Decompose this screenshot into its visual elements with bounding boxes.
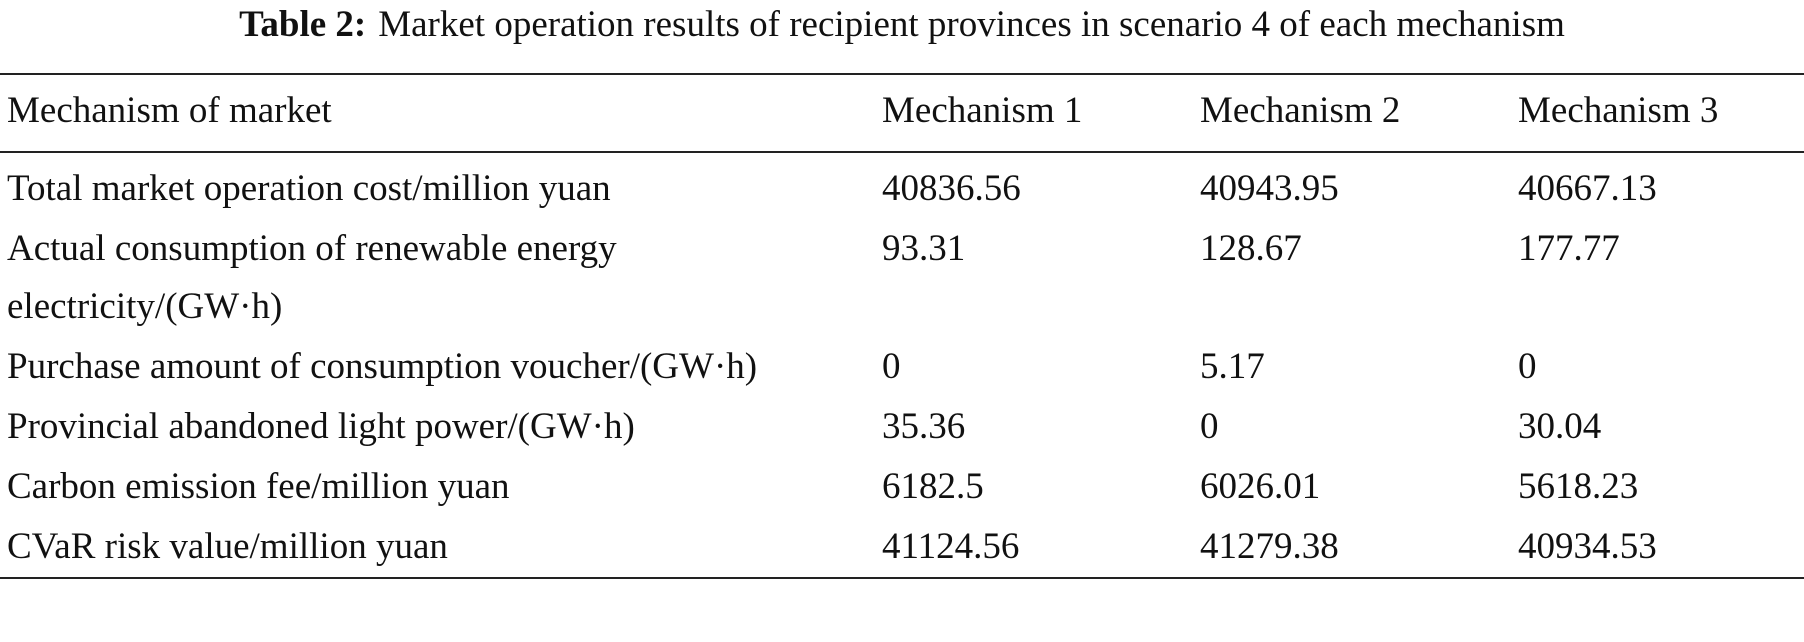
value-cell: 0 <box>882 346 901 387</box>
caption-label: Table 2: <box>239 4 367 45</box>
table-header: Mechanism of market Mechanism 1 Mechanism … <box>0 74 1804 152</box>
table-body: Total market operation cost/million yuan… <box>0 152 1804 578</box>
value-cell: 6182.5 <box>882 466 984 507</box>
table-row: Total market operation cost/million yuan… <box>0 152 1804 219</box>
value-cell: 5618.23 <box>1518 466 1639 507</box>
value-cell: 93.31 <box>882 228 966 269</box>
row-label: CVaR risk value/million yuan <box>7 526 448 567</box>
table-row: CVaR risk value/million yuan 41124.56 4127… <box>0 517 1804 578</box>
value-cell: 0 <box>1200 406 1219 447</box>
value-cell: 0 <box>1518 346 1537 387</box>
caption-text: Market operation results of recipient pr… <box>378 4 1565 45</box>
header-row: Mechanism of market Mechanism 1 Mechanism … <box>0 74 1804 152</box>
row-label: Purchase amount of consumption voucher/(… <box>7 346 758 387</box>
header-cell: Mechanism of market <box>7 90 332 131</box>
value-cell: 177.77 <box>1518 228 1620 269</box>
value-cell: 5.17 <box>1200 346 1265 387</box>
row-label: Actual consumption of renewable energy e… <box>7 228 617 327</box>
table-row: Purchase amount of consumption voucher/(… <box>0 337 1804 397</box>
value-cell: 128.67 <box>1200 228 1302 269</box>
value-cell: 6026.01 <box>1200 466 1321 507</box>
row-label: Total market operation cost/million yuan <box>7 168 611 209</box>
caption: Table 2: Market operation results of reci… <box>0 2 1804 48</box>
header-cell: Mechanism 3 <box>1518 90 1719 131</box>
table-row: Provincial abandoned light power/(GW·h) 3… <box>0 397 1804 457</box>
value-cell: 30.04 <box>1518 406 1602 447</box>
value-cell: 41279.38 <box>1200 526 1339 567</box>
value-cell: 40934.53 <box>1518 526 1657 567</box>
table-row: Carbon emission fee/million yuan 6182.5 60… <box>0 457 1804 517</box>
header-cell: Mechanism 1 <box>882 90 1083 131</box>
value-cell: 40667.13 <box>1518 168 1657 209</box>
header-cell: Mechanism 2 <box>1200 90 1401 131</box>
table-row: Actual consumption of renewable energy e… <box>0 219 1804 337</box>
value-cell: 40943.95 <box>1200 168 1339 209</box>
value-cell: 35.36 <box>882 406 966 447</box>
row-label: Provincial abandoned light power/(GW·h) <box>7 406 635 447</box>
row-label: Carbon emission fee/million yuan <box>7 466 510 507</box>
value-cell: 41124.56 <box>882 526 1020 567</box>
results-table: Mechanism of market Mechanism 1 Mechanism … <box>0 73 1804 579</box>
value-cell: 40836.56 <box>882 168 1021 209</box>
